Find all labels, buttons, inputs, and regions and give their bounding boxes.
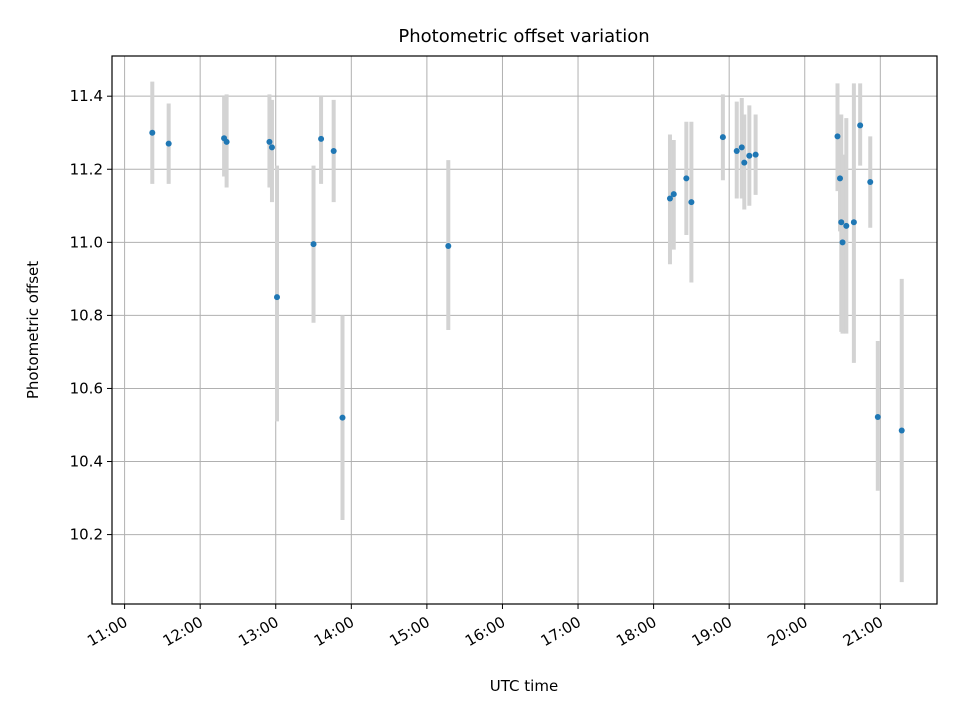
grid-lines: [112, 56, 937, 604]
data-point: [834, 133, 841, 140]
y-axis-ticks: 10.2 10.4 10.6 10.8 11.0 11.2 11.4: [70, 87, 112, 544]
data-point: [165, 140, 172, 147]
data-point: [266, 138, 273, 145]
data-point: [318, 135, 325, 142]
data-point: [898, 427, 905, 434]
data-point: [733, 147, 740, 154]
data-point: [339, 414, 346, 421]
data-point: [752, 151, 759, 158]
data-point: [850, 219, 857, 226]
data-point: [838, 219, 845, 226]
data-point: [445, 242, 452, 249]
data-point: [741, 159, 748, 166]
y-tick-label: 10.6: [70, 379, 103, 397]
data-point: [330, 147, 337, 154]
data-point: [738, 144, 745, 151]
y-tick-label: 10.2: [70, 526, 103, 544]
y-tick-label: 10.4: [70, 453, 103, 471]
y-tick-label: 11.2: [70, 160, 103, 178]
data-point: [666, 195, 673, 202]
data-point: [839, 239, 846, 246]
y-tick-label: 10.8: [70, 306, 103, 324]
data-point: [746, 152, 753, 159]
y-axis-label: Photometric offset: [24, 261, 42, 399]
data-point: [843, 222, 850, 229]
data-point: [857, 122, 864, 129]
data-point: [867, 179, 874, 186]
y-tick-label: 11.4: [70, 87, 103, 105]
data-point: [223, 138, 230, 145]
data-point: [719, 134, 726, 141]
data-point: [874, 413, 881, 420]
data-point: [274, 294, 280, 301]
data-point: [837, 175, 844, 182]
chart-title: Photometric offset variation: [398, 26, 649, 47]
data-point: [268, 144, 275, 151]
data-point: [670, 191, 677, 198]
data-point: [149, 129, 156, 136]
x-axis-label: UTC time: [490, 677, 558, 695]
data-point: [688, 199, 695, 206]
data-point: [310, 241, 317, 248]
data-points: [149, 122, 905, 434]
data-point: [683, 175, 690, 182]
y-tick-label: 11.0: [70, 233, 103, 251]
plot-frame: [111, 55, 938, 605]
